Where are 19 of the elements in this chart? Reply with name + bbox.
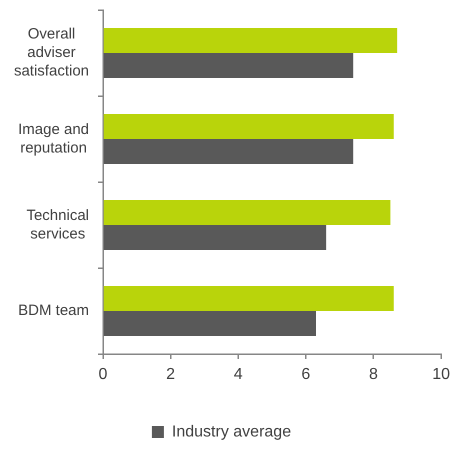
bar xyxy=(104,139,354,164)
x-tick-label: 8 xyxy=(369,366,378,384)
bar xyxy=(104,53,354,78)
bar xyxy=(104,200,390,225)
x-tick-label: 2 xyxy=(166,366,176,384)
x-tick-label: 0 xyxy=(98,366,108,384)
bar xyxy=(104,225,326,250)
x-tick-label: 10 xyxy=(432,366,450,384)
x-tick-label: 6 xyxy=(301,366,310,384)
legend-label: Industry average xyxy=(172,423,292,440)
bar xyxy=(104,28,398,53)
y-tick-label: Image and reputation xyxy=(18,120,90,156)
y-tick-label: Technical services xyxy=(26,206,90,242)
bar xyxy=(104,286,394,311)
y-tick-label: BDM team xyxy=(18,302,90,320)
x-tick-label: 4 xyxy=(234,366,243,384)
bar xyxy=(104,114,394,139)
bar xyxy=(104,311,316,336)
y-tick-label: Overall adviser satisfaction xyxy=(14,26,90,80)
